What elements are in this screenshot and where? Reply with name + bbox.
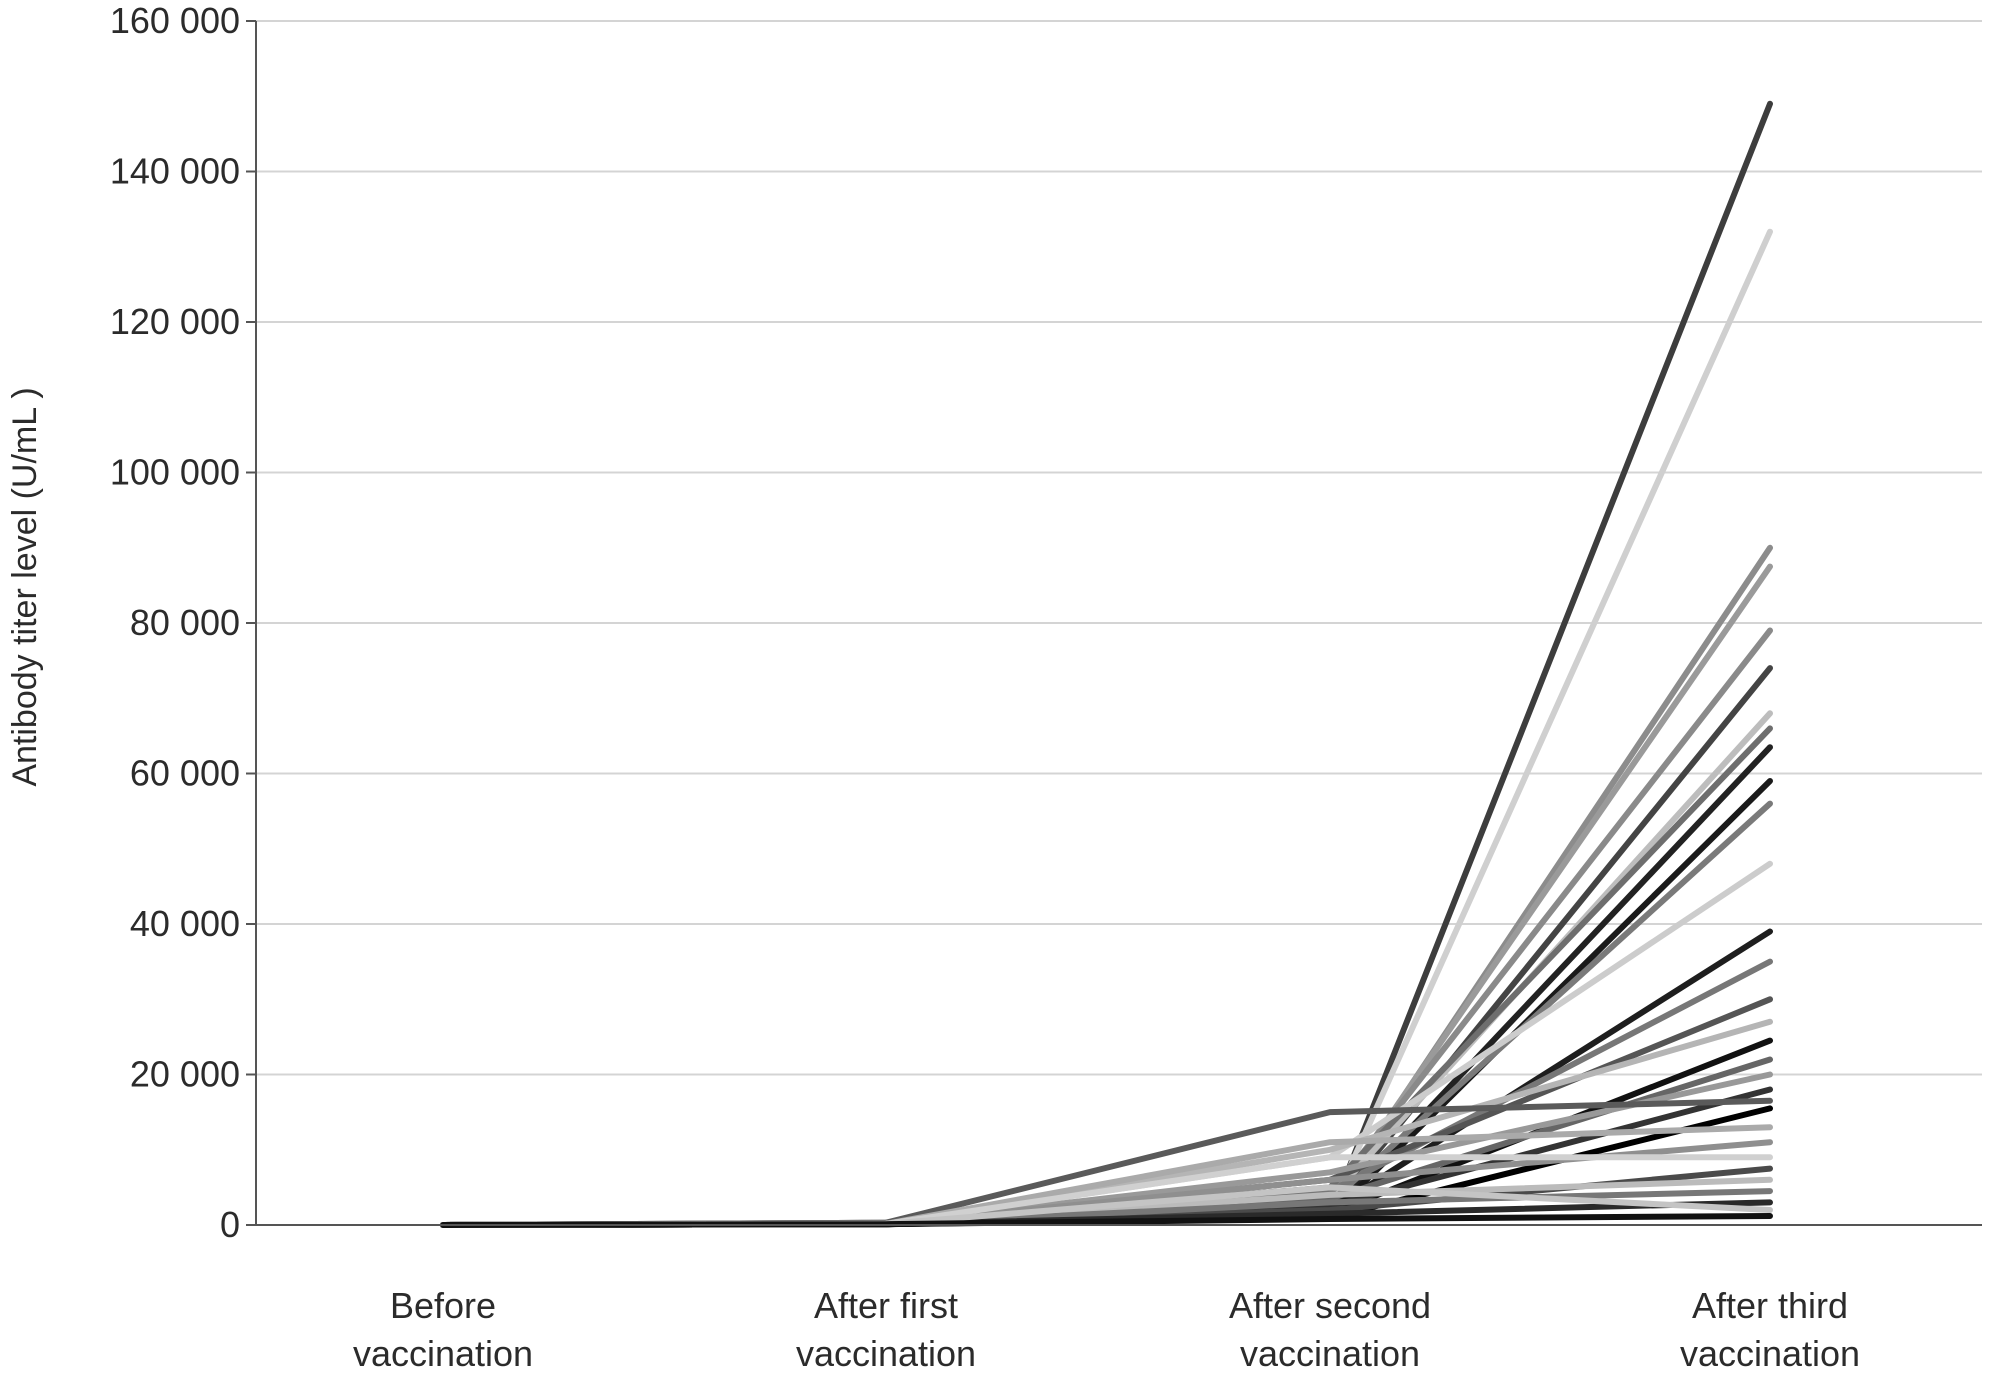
y-tick-label: 40 000	[130, 903, 240, 944]
y-tick-label: 0	[220, 1204, 240, 1245]
x-category-line: vaccination	[1680, 1333, 1860, 1374]
x-category-label: Before vaccination	[353, 1285, 533, 1374]
x-category-line: After third	[1692, 1285, 1848, 1326]
y-tick-label: 100 000	[110, 452, 240, 493]
y-axis-title: Antibody titer level (U/mL )	[6, 387, 44, 786]
gridlines	[256, 20, 1982, 1076]
series-line	[440, 563, 1773, 1228]
series-lines	[440, 100, 1773, 1228]
x-category-line: vaccination	[353, 1333, 533, 1374]
x-category-line: vaccination	[796, 1333, 976, 1374]
y-tick-label: 60 000	[130, 753, 240, 794]
y-tick-label: 120 000	[110, 301, 240, 342]
x-category-line: After first	[814, 1285, 958, 1326]
y-tick-label: 80 000	[130, 602, 240, 643]
series-line	[440, 228, 1773, 1228]
series-line	[440, 710, 1773, 1228]
y-tick-label: 160 000	[110, 0, 240, 41]
y-tick-label: 20 000	[130, 1054, 240, 1095]
x-category-line: vaccination	[1240, 1333, 1420, 1374]
x-category-label: After third vaccination	[1680, 1285, 1860, 1374]
x-category-label: After second vaccination	[1229, 1285, 1431, 1374]
y-tick-label: 140 000	[110, 151, 240, 192]
x-category-line: After second	[1229, 1285, 1431, 1326]
x-category-label: After first vaccination	[796, 1285, 976, 1374]
x-category-line: Before	[390, 1285, 496, 1326]
y-axis-ticks: 0 20 000 40 000 60 000 80 000 100 000 120 000 1…	[110, 0, 256, 1245]
